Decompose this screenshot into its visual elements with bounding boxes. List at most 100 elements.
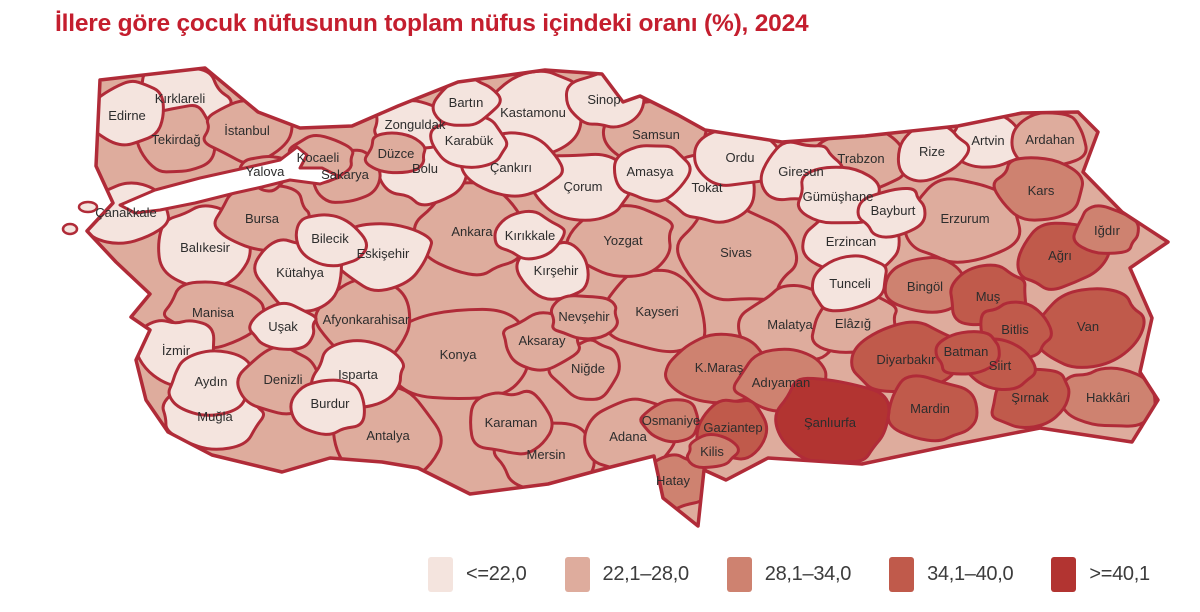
province-label-mersin: Mersin <box>526 447 565 462</box>
province-label-karabük: Karabük <box>445 133 494 148</box>
legend-item-0: <=22,0 <box>428 556 527 592</box>
province-label-giresun: Giresun <box>778 164 824 179</box>
province-label-karaman: Karaman <box>485 415 538 430</box>
province-label-rize: Rize <box>919 144 945 159</box>
province-label-osmaniye: Osmaniye <box>642 413 701 428</box>
province-label-hatay: Hatay <box>656 473 690 488</box>
province-label-çankırı: Çankırı <box>490 160 532 175</box>
province-label-sivas: Sivas <box>720 245 752 260</box>
province-label-siirt: Siirt <box>989 358 1012 373</box>
province-label-tunceli: Tunceli <box>829 276 871 291</box>
map-legend: <=22,0 22,1–28,0 28,1–34,0 34,1–40,0 >=40,1 <box>428 554 1150 594</box>
province-label-zonguldak: Zonguldak <box>385 117 446 132</box>
province-nevşehir <box>549 294 619 341</box>
province-osmaniye <box>639 398 700 444</box>
province-label-ordu: Ordu <box>726 150 755 165</box>
province-label-elâzığ: Elâzığ <box>835 316 871 331</box>
province-label-konya: Konya <box>440 347 478 362</box>
province-label-van: Van <box>1077 319 1099 334</box>
province-label-manisa: Manisa <box>192 305 235 320</box>
province-label-kocaeli: Kocaeli <box>297 150 340 165</box>
legend-label-4: >=40,1 <box>1089 562 1150 585</box>
province-label-erzurum: Erzurum <box>940 211 989 226</box>
province-label-nevşehir: Nevşehir <box>558 309 610 324</box>
province-tunceli <box>810 254 888 313</box>
province-label-bolu: Bolu <box>412 161 438 176</box>
legend-swatch-1 <box>564 556 590 592</box>
province-label-sakarya: Sakarya <box>321 167 369 182</box>
province-label-muğla: Muğla <box>197 409 233 424</box>
legend-label-1: 22,1–28,0 <box>602 562 690 585</box>
province-label-kırşehir: Kırşehir <box>534 263 579 278</box>
province-burdur <box>289 378 366 436</box>
province-amasya <box>612 144 692 203</box>
province-label-düzce: Düzce <box>378 146 415 161</box>
province-label-i̇stanbul: İstanbul <box>224 123 270 138</box>
province-label-malatya: Malatya <box>767 317 813 332</box>
province-label-antalya: Antalya <box>366 428 410 443</box>
province-bayburt <box>856 186 927 239</box>
province-karaman <box>469 389 554 456</box>
province-label-ağrı: Ağrı <box>1048 248 1072 263</box>
province-kilis <box>685 432 740 470</box>
province-label-bitlis: Bitlis <box>1001 322 1029 337</box>
province-label-bilecik: Bilecik <box>311 231 349 246</box>
province-label-kars: Kars <box>1028 183 1055 198</box>
province-label-aydın: Aydın <box>194 374 227 389</box>
province-label-eskişehir: Eskişehir <box>357 246 410 261</box>
province-label-diyarbakır: Diyarbakır <box>876 352 936 367</box>
province-label-i̇zmir: İzmir <box>162 343 191 358</box>
province-label-mardin: Mardin <box>910 401 950 416</box>
province-batman <box>934 330 1001 376</box>
province-label-kütahya: Kütahya <box>276 265 324 280</box>
island <box>77 200 99 214</box>
province-label-bartın: Bartın <box>449 95 484 110</box>
province-label-burdur: Burdur <box>310 396 350 411</box>
province-label-şanlıurfa: Şanlıurfa <box>804 415 857 430</box>
province-label-gümüşhane: Gümüşhane <box>803 189 874 204</box>
province-label-gaziantep: Gaziantep <box>703 420 762 435</box>
province-label-edirne: Edirne <box>108 108 146 123</box>
province-label-trabzon: Trabzon <box>837 151 884 166</box>
province-label-artvin: Artvin <box>971 133 1004 148</box>
province-label-kastamonu: Kastamonu <box>500 105 566 120</box>
page-title: İllere göre çocuk nüfusunun toplam nüfus… <box>55 10 809 37</box>
province-label-yalova: Yalova <box>246 164 286 179</box>
province-label-ankara: Ankara <box>451 224 493 239</box>
legend-swatch-4 <box>1051 556 1077 592</box>
province-iğdır <box>1072 204 1140 255</box>
province-şanlıurfa <box>774 376 891 465</box>
province-ardahan <box>1010 111 1088 167</box>
legend-label-0: <=22,0 <box>466 562 527 585</box>
province-label-aksaray: Aksaray <box>519 333 566 348</box>
province-label-bingöl: Bingöl <box>907 279 943 294</box>
marmara-sea <box>118 145 342 215</box>
province-erzurum <box>903 177 1022 264</box>
province-label-erzincan: Erzincan <box>826 234 877 249</box>
province-label-kilis: Kilis <box>700 444 724 459</box>
province-label-adıyaman: Adıyaman <box>752 375 811 390</box>
province-label-k.maraş: K.Maraş <box>695 360 744 375</box>
province-uşak <box>248 301 318 351</box>
legend-label-2: 28,1–34,0 <box>764 562 852 585</box>
province-label-hakkâri: Hakkâri <box>1086 390 1130 405</box>
province-label-isparta: Isparta <box>338 367 379 382</box>
province-düzce <box>363 131 427 175</box>
legend-item-3: 34,1–40,0 <box>889 556 1014 592</box>
province-label-adana: Adana <box>609 429 647 444</box>
province-label-denizli: Denizli <box>263 372 302 387</box>
province-bilecik <box>294 213 369 268</box>
legend-swatch-3 <box>889 556 915 592</box>
legend-swatch-0 <box>428 556 453 592</box>
legend-label-3: 34,1–40,0 <box>927 562 1014 585</box>
province-label-uşak: Uşak <box>268 319 298 334</box>
island <box>61 222 79 236</box>
province-label-kırklareli: Kırklareli <box>155 91 206 106</box>
country-border <box>85 66 1170 528</box>
province-label-balıkesir: Balıkesir <box>180 240 231 255</box>
province-label-ardahan: Ardahan <box>1025 132 1074 147</box>
province-label-tokat: Tokat <box>691 180 722 195</box>
province-label-amasya: Amasya <box>627 164 675 179</box>
